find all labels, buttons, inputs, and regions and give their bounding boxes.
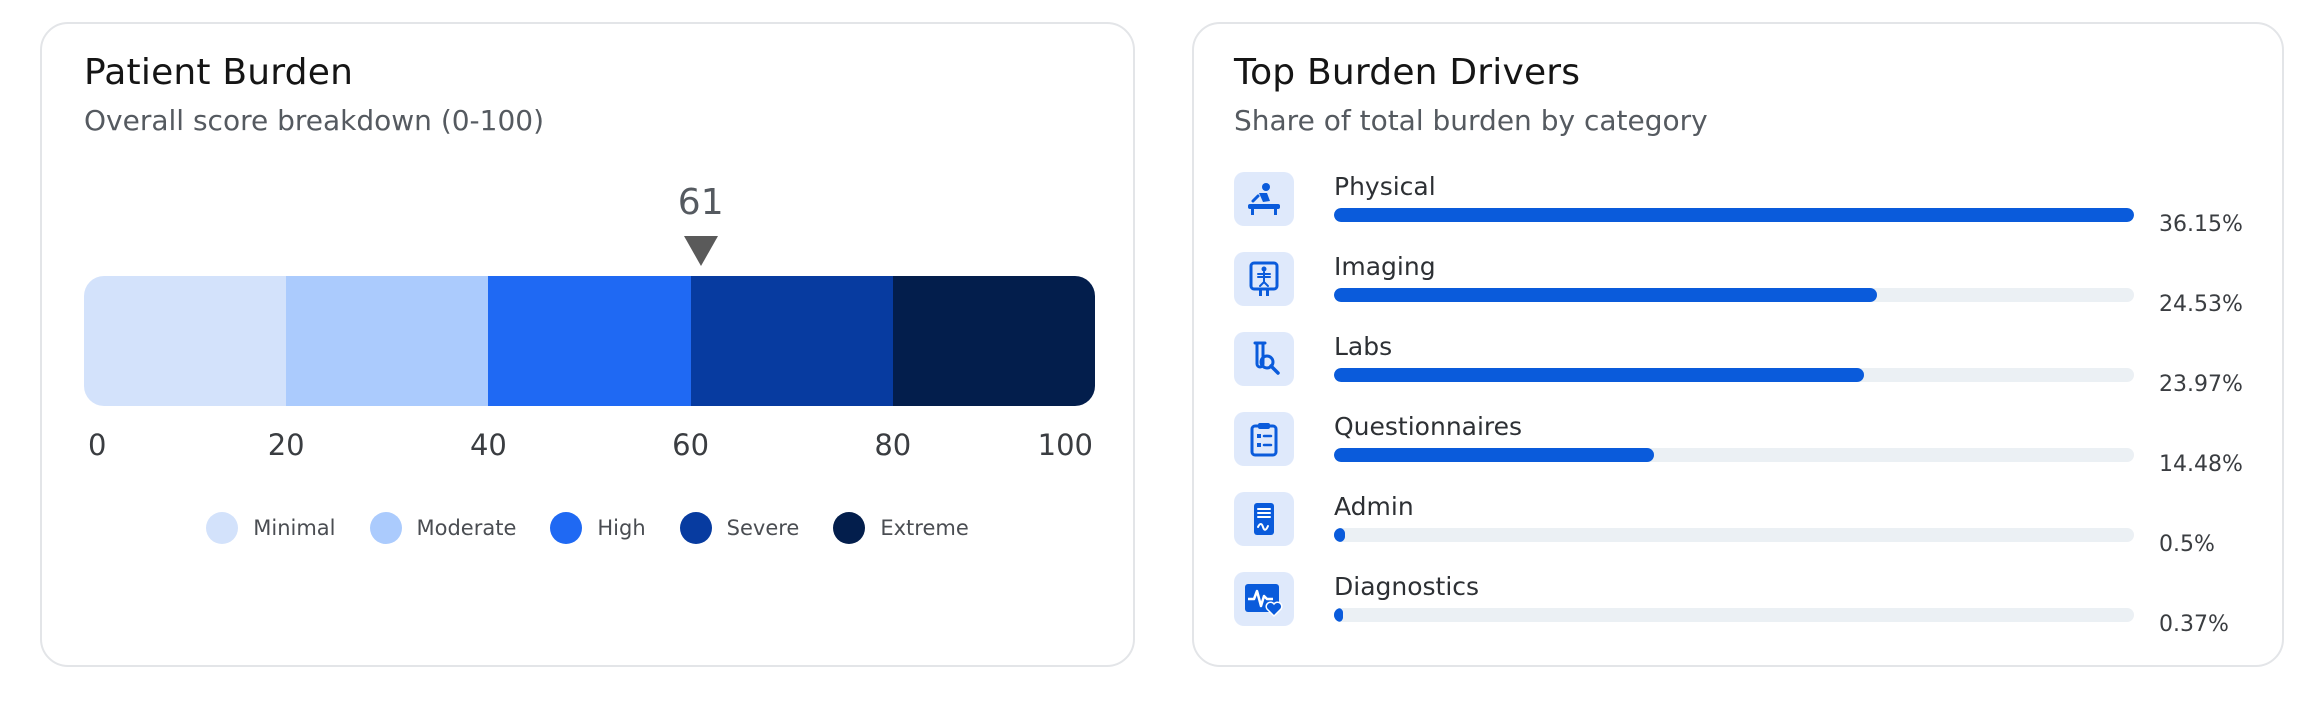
driver-bar-fill — [1334, 608, 1343, 622]
clipboard-icon — [1234, 412, 1294, 466]
scale-tick: 40 — [469, 428, 507, 462]
driver-label: Physical — [1334, 172, 1436, 201]
legend-label: Extreme — [880, 516, 969, 540]
legend-label: Minimal — [253, 516, 336, 540]
driver-bar-fill — [1334, 448, 1655, 462]
legend-dot-icon — [833, 512, 866, 544]
heart-monitor-icon — [1234, 572, 1294, 626]
segment-minimal — [84, 276, 287, 406]
driver-percent: 36.15% — [2159, 212, 2243, 237]
burden-legend: Minimal Moderate High Severe Extreme — [42, 512, 1133, 544]
driver-percent: 14.48% — [2159, 452, 2243, 477]
legend-dot-icon — [550, 512, 583, 544]
legend-item-moderate: Moderate — [369, 512, 517, 544]
driver-label: Imaging — [1334, 252, 1436, 281]
driver-bar — [1334, 448, 2134, 462]
patient-burden-subtitle: Overall score breakdown (0-100) — [84, 104, 545, 137]
driver-bar — [1334, 528, 2134, 542]
driver-bar-fill — [1334, 288, 1877, 302]
scale-tick: 60 — [672, 428, 710, 462]
driver-percent: 24.53% — [2159, 292, 2243, 317]
legend-item-high: High — [550, 512, 646, 544]
scale-tick: 100 — [1037, 428, 1093, 462]
drivers-subtitle: Share of total burden by category — [1234, 104, 1708, 137]
patient-burden-title: Patient Burden — [84, 52, 354, 93]
driver-bar-fill — [1334, 528, 1346, 542]
driver-label: Labs — [1334, 332, 1393, 361]
top-burden-drivers-card: Top Burden Drivers Share of total burden… — [1192, 22, 2284, 667]
legend-item-minimal: Minimal — [206, 512, 336, 544]
driver-label: Admin — [1334, 492, 1414, 521]
driver-label: Diagnostics — [1334, 572, 1480, 601]
driver-percent: 0.37% — [2159, 612, 2229, 637]
legend-item-severe: Severe — [679, 512, 800, 544]
driver-row-imaging: Imaging 24.53% — [1234, 252, 2254, 322]
score-value: 61 — [677, 182, 724, 223]
driver-bar-fill — [1334, 208, 2134, 222]
driver-row-admin: Admin 0.5% — [1234, 492, 2254, 562]
driver-label: Questionnaires — [1334, 412, 1523, 441]
driver-bar-fill — [1334, 368, 1865, 382]
legend-dot-icon — [369, 512, 402, 544]
segment-extreme — [892, 276, 1095, 406]
scale-tick: 80 — [874, 428, 912, 462]
document-signature-icon — [1234, 492, 1294, 546]
legend-item-extreme: Extreme — [833, 512, 969, 544]
score-scale-bar — [84, 276, 1095, 406]
test-tube-icon — [1234, 332, 1294, 386]
score-marker-icon — [683, 236, 718, 266]
legend-label: Moderate — [416, 516, 517, 540]
xray-icon — [1234, 252, 1294, 306]
drivers-title: Top Burden Drivers — [1234, 52, 1581, 93]
driver-bar — [1334, 288, 2134, 302]
patient-burden-card: Patient Burden Overall score breakdown (… — [40, 22, 1135, 667]
scale-tick: 0 — [88, 428, 107, 462]
scale-tick: 20 — [267, 428, 305, 462]
legend-dot-icon — [206, 512, 239, 544]
segment-high — [488, 276, 691, 406]
legend-label: Severe — [726, 516, 800, 540]
driver-percent: 23.97% — [2159, 372, 2243, 397]
driver-bar — [1334, 368, 2134, 382]
driver-percent: 0.5% — [2159, 532, 2215, 557]
segment-moderate — [286, 276, 489, 406]
driver-bar — [1334, 208, 2134, 222]
driver-row-physical: Physical 36.15% — [1234, 172, 2254, 242]
legend-label: High — [597, 516, 646, 540]
driver-row-diagnostics: Diagnostics 0.37% — [1234, 572, 2254, 642]
legend-dot-icon — [679, 512, 712, 544]
driver-bar — [1334, 608, 2134, 622]
driver-row-questionnaires: Questionnaires 14.48% — [1234, 412, 2254, 482]
driver-row-labs: Labs 23.97% — [1234, 332, 2254, 402]
segment-severe — [690, 276, 893, 406]
physical-therapy-icon — [1234, 172, 1294, 226]
